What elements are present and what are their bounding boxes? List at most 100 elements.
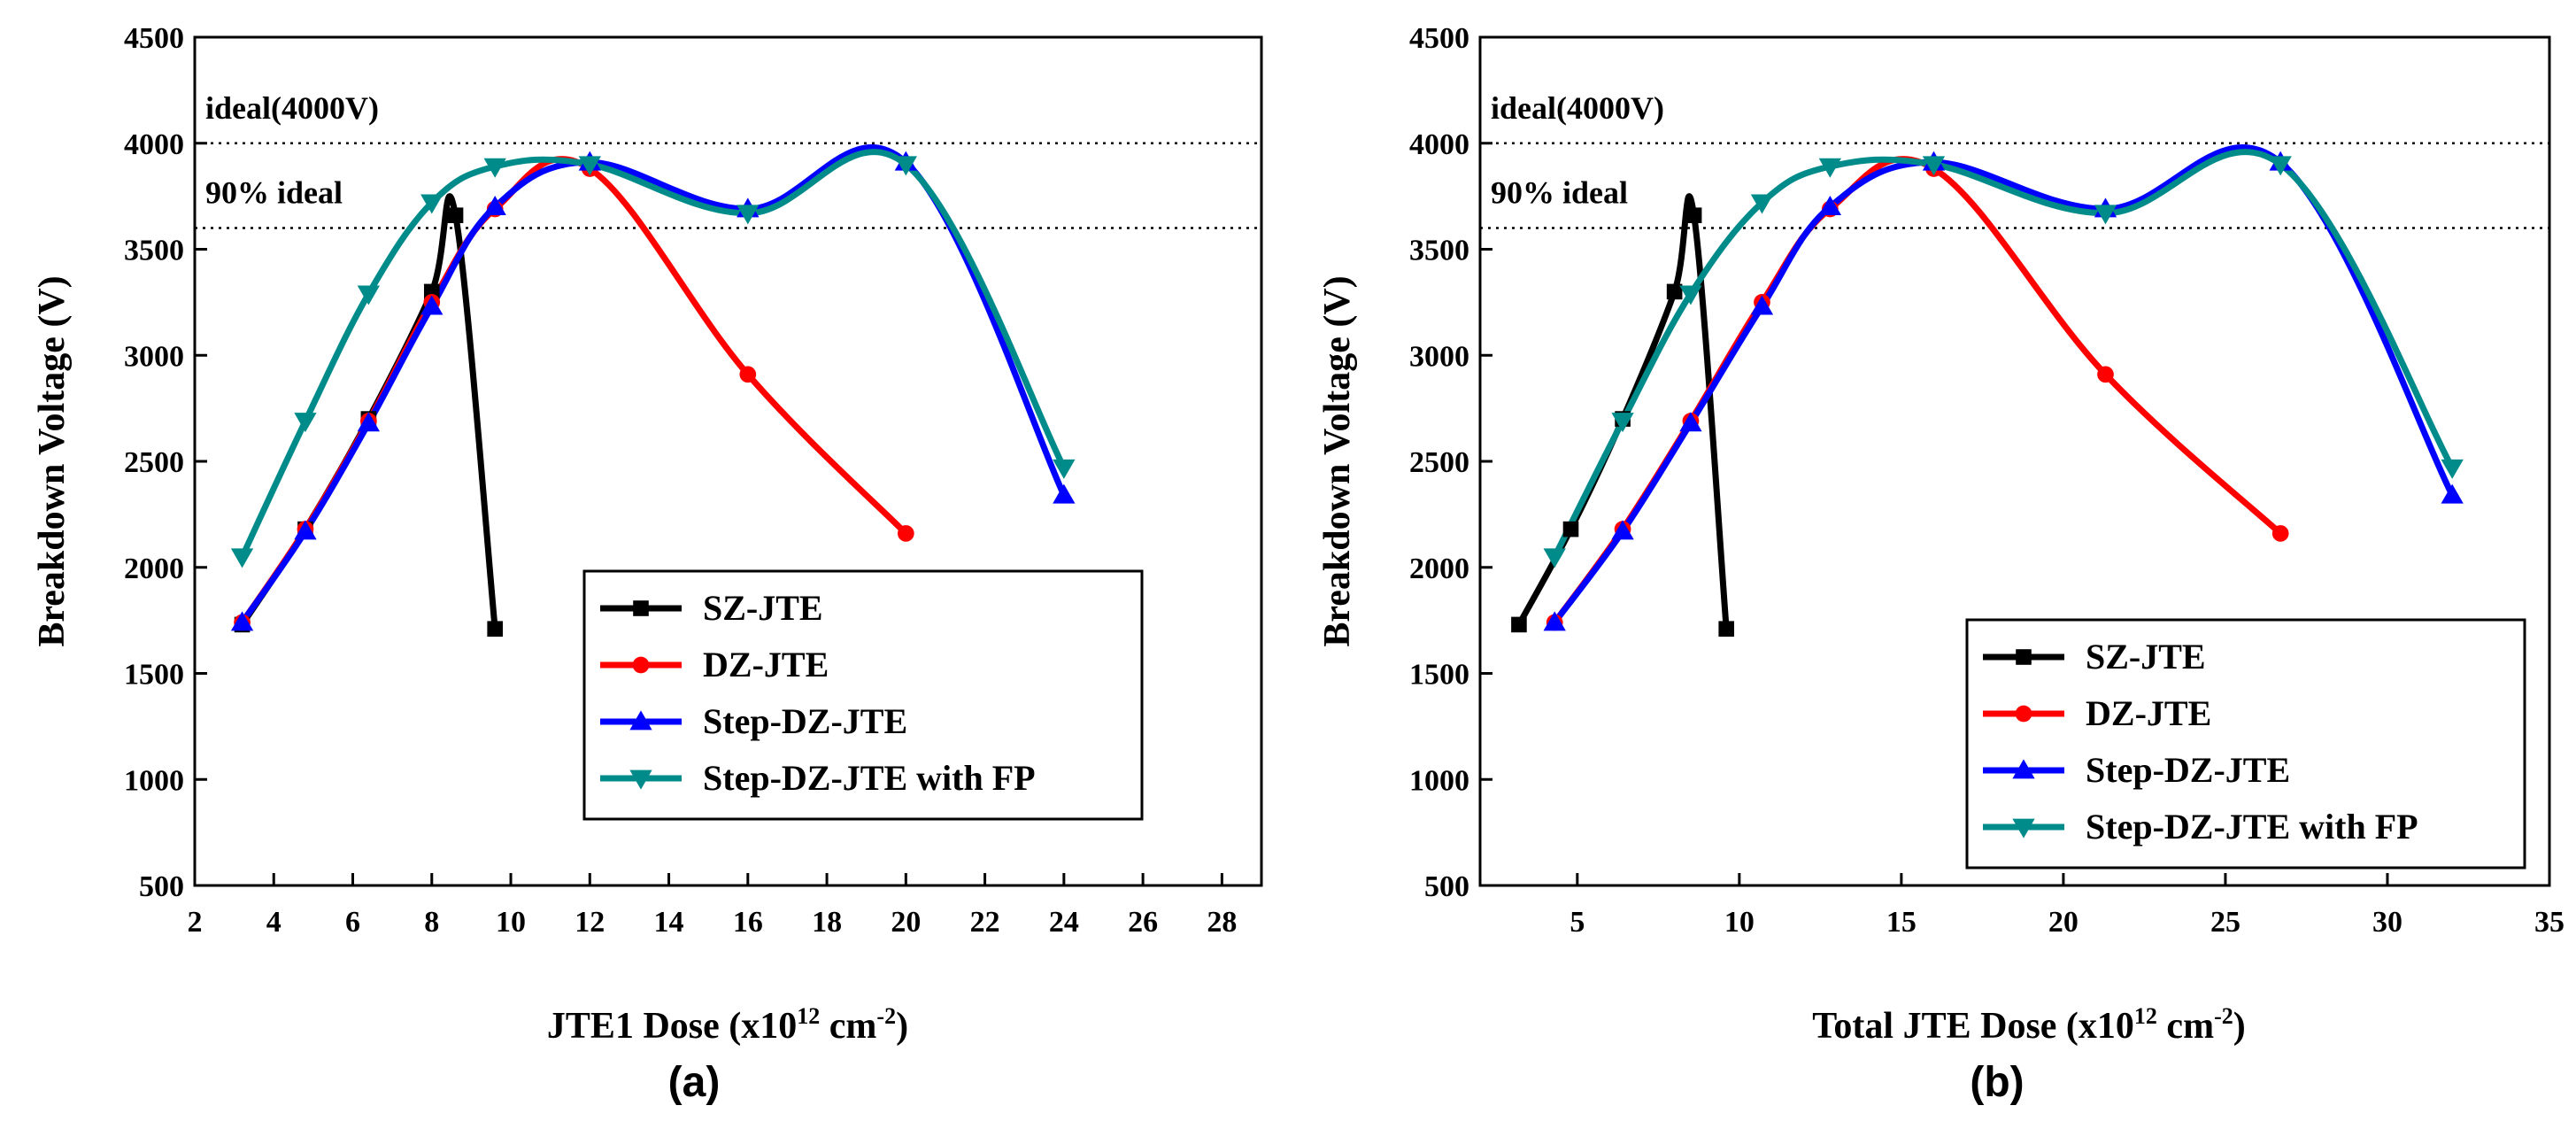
data-point [487, 621, 503, 638]
legend-marker [2012, 818, 2035, 839]
data-point [1611, 413, 1634, 433]
data-point [1718, 621, 1735, 638]
x-tick-label: 25 [2210, 906, 2241, 939]
data-point [483, 195, 506, 215]
y-tick-label: 1000 [1409, 764, 1469, 797]
legend-marker [2012, 759, 2035, 779]
data-point [1750, 295, 1774, 315]
x-tick-label: 16 [733, 906, 763, 939]
reference-line-label: 90% ideal [1491, 175, 1628, 211]
panel-label: (b) [1970, 1059, 2024, 1106]
y-axis-label: Breakdown Voltage (V) [1317, 275, 1358, 646]
data-point [230, 548, 254, 568]
data-point [420, 194, 443, 214]
y-tick-label: 500 [1424, 870, 1469, 903]
legend-marker [629, 710, 652, 731]
y-tick-label: 2500 [124, 446, 184, 479]
panel-label: (a) [668, 1059, 721, 1106]
data-point [447, 207, 464, 223]
x-tick-label: 12 [575, 906, 605, 939]
x-tick-label: 8 [424, 906, 439, 939]
data-point [894, 156, 917, 176]
x-tick-label: 20 [2048, 906, 2079, 939]
x-tick-label: 26 [1128, 906, 1158, 939]
data-point [1685, 207, 1702, 223]
data-point [578, 156, 601, 176]
data-point [1611, 520, 1634, 540]
x-tick-label: 14 [654, 906, 684, 939]
data-point [483, 158, 506, 178]
data-point [230, 611, 254, 631]
x-tick-label: 30 [2372, 906, 2402, 939]
y-tick-label: 2000 [1409, 553, 1469, 585]
x-tick-label: 35 [2534, 906, 2564, 939]
legend-marker [2016, 649, 2032, 665]
legend-entry: SZ-JTE [703, 588, 823, 628]
y-tick-label: 1000 [124, 764, 184, 797]
x-tick-label: 15 [1886, 906, 1917, 939]
reference-line-label: ideal(4000V) [205, 90, 379, 126]
series-line-1 [239, 156, 909, 626]
x-tick-label: 20 [891, 906, 921, 939]
y-tick-label: 4500 [124, 22, 184, 55]
x-tick-label: 6 [345, 906, 360, 939]
x-tick-label: 4 [266, 906, 282, 939]
data-point [2269, 156, 2292, 176]
y-tick-label: 1500 [1409, 659, 1469, 692]
legend-entry: Step-DZ-JTE [2086, 750, 2290, 790]
data-point [1679, 412, 1702, 432]
data-point [1750, 194, 1774, 214]
legend-marker [629, 769, 652, 790]
x-axis-label: Total JTE Dose (x1012 cm-2) [1812, 1003, 2245, 1047]
data-point [739, 366, 757, 383]
legend: SZ-JTE DZ-JTE Step-DZ-JTE Step-DZ-JTE with … [582, 569, 1144, 821]
legend-entry: DZ-JTE [703, 645, 829, 684]
data-point [420, 295, 443, 315]
data-point [1818, 158, 1841, 178]
legend-entry: Step-DZ-JTE [703, 701, 907, 741]
data-point [897, 525, 914, 542]
legend: SZ-JTE DZ-JTE Step-DZ-JTE Step-DZ-JTE with … [1965, 618, 2526, 870]
chart-panel-b: ideal(4000V) 90% ideal 500 1000 1500 2000 2500… [1317, 22, 2564, 1106]
y-axis-label: Breakdown Voltage (V) [32, 275, 73, 646]
reference-line-label: ideal(4000V) [1491, 90, 1664, 126]
data-point [2441, 483, 2464, 504]
y-tick-label: 3000 [124, 340, 184, 373]
legend-entry: Step-DZ-JTE with FP [703, 758, 1036, 798]
x-axis-label: JTE1 Dose (x1012 cm-2) [547, 1003, 908, 1047]
y-tick-label: 2500 [1409, 446, 1469, 479]
data-point [1053, 483, 1076, 504]
data-point [1053, 459, 1076, 479]
series-line-3 [239, 149, 1068, 560]
y-tick-label: 3500 [1409, 235, 1469, 267]
reference-line-label: 90% ideal [205, 175, 343, 211]
data-point [294, 413, 317, 433]
x-tick-label: 28 [1207, 906, 1237, 939]
chart-panel-a: ideal(4000V) 90% ideal 500 1000 1500 2000 2500… [32, 22, 1263, 1106]
y-tick-label: 2000 [124, 553, 184, 585]
data-point [2271, 525, 2289, 542]
y-tick-label: 1500 [124, 659, 184, 692]
data-point [1922, 156, 1946, 176]
data-point [2094, 205, 2117, 225]
legend-entry: DZ-JTE [2086, 693, 2211, 733]
y-tick-label: 500 [139, 870, 184, 903]
data-point [1666, 283, 1683, 300]
y-tick-label: 4000 [1409, 128, 1469, 161]
data-point [1511, 616, 1527, 633]
data-point [1562, 521, 1579, 537]
legend-marker [2015, 705, 2032, 723]
x-tick-label: 24 [1049, 906, 1079, 939]
data-point [1818, 195, 1841, 215]
data-point [1543, 611, 1566, 631]
legend-entry: SZ-JTE [2086, 637, 2206, 676]
x-tick-label: 2 [188, 906, 203, 939]
data-point [1679, 285, 1702, 305]
data-point [737, 205, 760, 225]
x-tick-label: 18 [812, 906, 842, 939]
data-point [357, 412, 381, 432]
y-tick-label: 4000 [124, 128, 184, 161]
legend-marker [633, 600, 649, 616]
y-tick-label: 3500 [124, 235, 184, 267]
